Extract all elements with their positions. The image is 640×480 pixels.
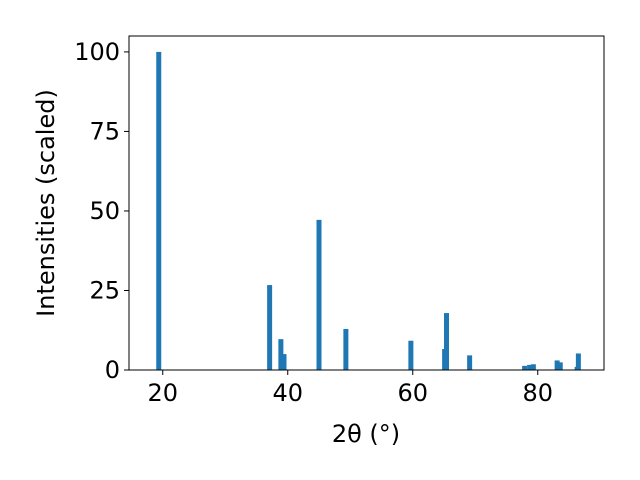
- y-axis-label: Intensities (scaled): [32, 89, 60, 317]
- bar: [575, 353, 581, 370]
- y-tick-label: 0: [105, 356, 120, 384]
- bar: [408, 340, 414, 370]
- x-tick-label: 40: [272, 379, 303, 407]
- bar: [156, 51, 162, 371]
- bar: [343, 328, 349, 370]
- x-tick-label: 60: [397, 379, 428, 407]
- y-tick-label: 100: [74, 38, 120, 66]
- y-tick-label: 50: [89, 197, 120, 225]
- bar: [316, 219, 322, 370]
- x-tick-label: 80: [522, 379, 553, 407]
- bar: [554, 360, 560, 370]
- bar: [527, 364, 533, 370]
- y-tick-label: 25: [89, 276, 120, 304]
- bar: [281, 354, 287, 370]
- bar: [530, 364, 536, 370]
- bar: [278, 339, 284, 370]
- bar: [522, 365, 528, 370]
- bar: [267, 285, 273, 370]
- bar: [467, 355, 473, 370]
- y-tick-label: 75: [89, 117, 120, 145]
- bar: [444, 313, 449, 370]
- bar: [557, 362, 563, 370]
- x-tick-label: 20: [147, 379, 178, 407]
- x-axis-label: 2θ (°): [332, 420, 400, 448]
- plot-frame: [128, 35, 605, 371]
